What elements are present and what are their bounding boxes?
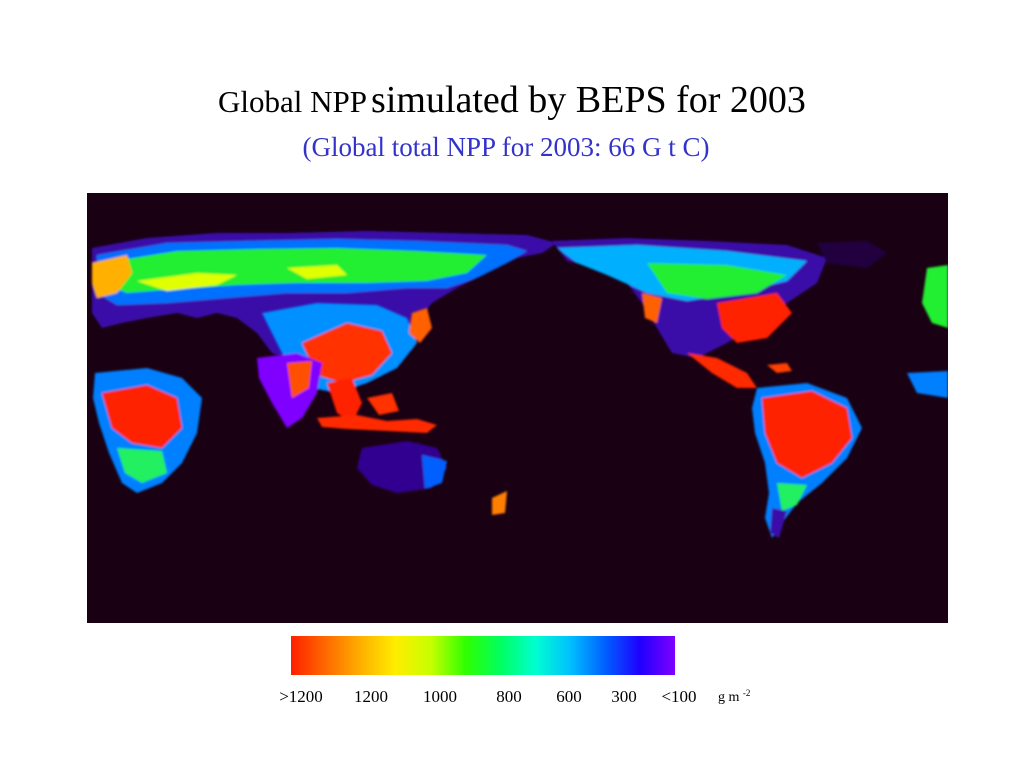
north-america [552, 238, 887, 388]
europe-west [92, 255, 132, 298]
australia [357, 441, 507, 515]
caribbean [767, 363, 792, 373]
borneo [367, 393, 399, 415]
japan [409, 308, 432, 343]
new-zealand [492, 491, 507, 515]
na-east-red [717, 293, 792, 343]
east-edge [907, 265, 948, 398]
colorbar-tick-label: 800 [496, 687, 522, 706]
indonesia [317, 415, 437, 433]
se-asia-red [327, 378, 362, 423]
colorbar-tick-label: <100 [661, 687, 697, 706]
eurasia-yellow-patches [137, 265, 347, 291]
title-main: simulated by BEPS for 2003 [371, 79, 806, 121]
edge-eurasia [922, 265, 948, 328]
africa [93, 368, 202, 493]
title-prefix: Global NPP [218, 84, 368, 119]
africa-south [117, 448, 167, 483]
india-red [287, 361, 312, 398]
sa-south-green [777, 483, 807, 511]
greenland-dark [817, 241, 887, 268]
colorbar-tick-label: 1200 [354, 687, 388, 706]
map-title: Global NPP simulated by BEPS for 2003 [0, 78, 1024, 122]
colorbar-tick-label: 600 [556, 687, 582, 706]
colorbar-tick-label: 300 [611, 687, 637, 706]
edge-africa [907, 371, 948, 398]
china-red [302, 323, 392, 383]
australia-east [422, 455, 447, 489]
sa-tip [770, 508, 787, 538]
unit-exponent: -2 [742, 688, 751, 698]
sa-red [762, 391, 852, 478]
africa-red [102, 385, 182, 448]
na-green [647, 263, 787, 299]
map-subtitle: (Global total NPP for 2003: 66 G t C) [302, 132, 710, 162]
colorbar-tick-label: >1200 [279, 687, 323, 706]
southern-dark [87, 563, 948, 623]
central-america [687, 353, 757, 388]
npp-colorbar [291, 636, 675, 675]
colorbar-unit: g m -2 [718, 688, 751, 706]
unit-base: g m [718, 690, 740, 705]
east-asia [257, 303, 437, 433]
colorbar-tick-label: 1000 [423, 687, 457, 706]
npp-world-map [87, 193, 948, 623]
south-america [752, 383, 862, 538]
eurasia-landmass [92, 231, 557, 363]
na-west-coast [642, 293, 662, 323]
